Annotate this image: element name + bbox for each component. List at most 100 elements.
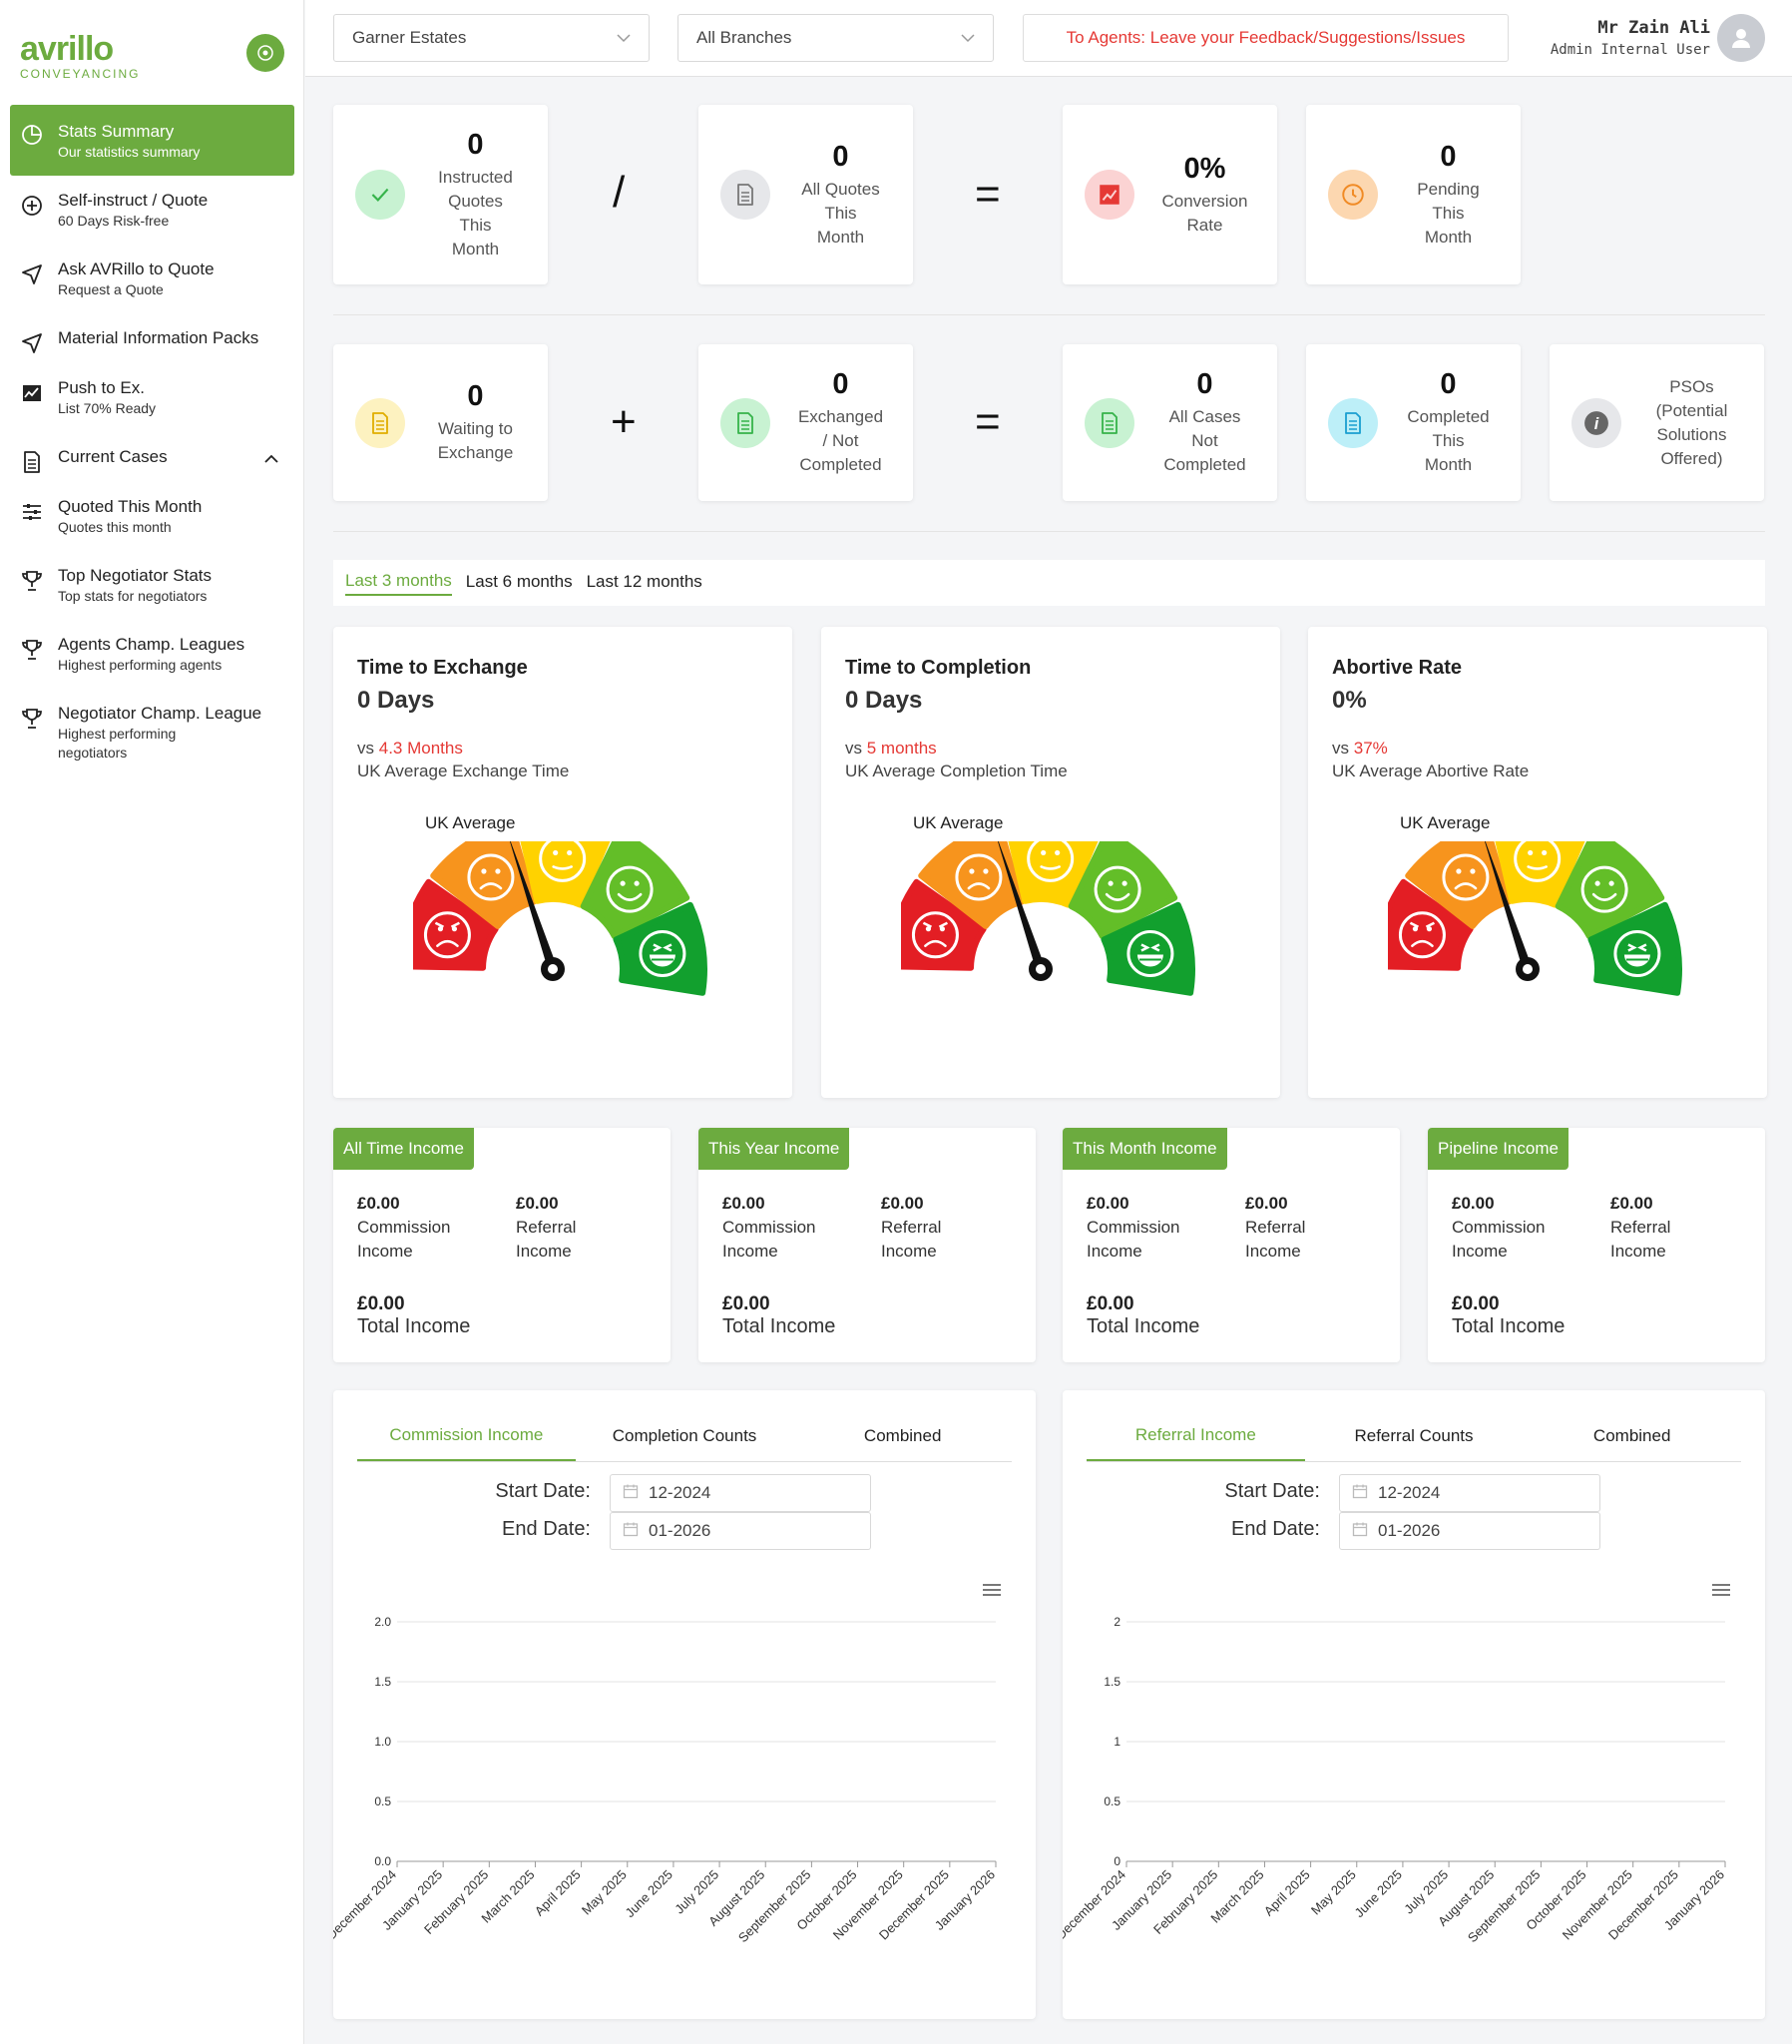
stat-card[interactable]: 0 All Quotes This Month <box>698 105 913 284</box>
gauge-segment-shape <box>1495 841 1585 908</box>
y-tick-label: 1.5 <box>1104 1675 1120 1689</box>
face-eye <box>634 880 640 886</box>
brand-logo[interactable]: avrillo CONVEYANCING <box>20 30 140 81</box>
sidebar-item-stats-summary[interactable]: Stats Summary Our statistics summary <box>10 105 294 176</box>
referral-label: Referral Income <box>1245 1218 1306 1261</box>
x-tick-label: June 2025 <box>1351 1867 1405 1921</box>
sidebar-item-label: Push to Ex. <box>58 378 145 397</box>
chart-tab-combined[interactable]: Combined <box>863 1425 942 1445</box>
sidebar-item-top-negotiator-stats[interactable]: Top Negotiator Stats Top stats for negoti… <box>10 551 294 620</box>
total-income: £0.00 Total Income <box>1452 1293 1565 1338</box>
end-date-input[interactable]: 01-2026 <box>1339 1512 1600 1550</box>
sidebar-item-quoted-this-month[interactable]: Quoted This Month Quotes this month <box>10 482 294 551</box>
range-tab-last-6-months[interactable]: Last 6 months <box>465 571 573 591</box>
avatar[interactable] <box>1717 14 1765 62</box>
face-outline <box>1398 911 1446 959</box>
chart-tab-commission-income[interactable]: Commission Income <box>357 1410 576 1461</box>
user-role: Admin Internal User <box>1550 42 1710 58</box>
gauge-chart <box>413 841 707 996</box>
gauge-segment-shape <box>1008 841 1099 908</box>
face-outline <box>911 911 959 959</box>
send-icon <box>20 262 44 286</box>
stat-card[interactable]: 0 Exchanged / Not Completed <box>698 344 913 501</box>
face-mouth <box>552 865 573 870</box>
face-mouth <box>924 939 947 947</box>
plus-operator: + <box>611 397 637 446</box>
sidebar-item-label: Agents Champ. Leagues <box>58 635 245 654</box>
gauge-segment-shape <box>613 901 707 996</box>
sidebar-item-agents-champ-leagues[interactable]: Agents Champ. Leagues Highest performing … <box>10 620 294 689</box>
gauge-segment-happy <box>1068 841 1178 940</box>
stat-value: 0 <box>467 128 484 161</box>
stat-label: All Cases Not Completed <box>1163 407 1246 474</box>
range-tab-last-12-months[interactable]: Last 12 months <box>586 571 702 591</box>
agency-select[interactable]: Garner Estates <box>333 14 650 62</box>
range-tab-last-3-months[interactable]: Last 3 months <box>345 571 452 596</box>
sidebar-item-ask-avrillo-to-quote[interactable]: Ask AVRillo to Quote Request a Quote <box>10 245 294 313</box>
gauge-chart <box>901 841 1195 996</box>
user-name: Mr Zain Ali <box>1597 18 1710 38</box>
top-header: Garner Estates All Branches To Agents: L… <box>305 0 1792 77</box>
end-date-label: End Date: <box>1231 1518 1320 1540</box>
referral-value: £0.00 <box>516 1194 559 1213</box>
face-eye <box>1608 880 1614 886</box>
commission-income: £0.00 Commission Income <box>1452 1192 1546 1264</box>
sidebar-item-label: Material Information Packs <box>58 328 259 347</box>
stat-card[interactable]: 0 Instructed Quotes This Month <box>333 105 548 284</box>
sidebar-item-label: Self-instruct / Quote <box>58 191 209 210</box>
gauge-needle <box>509 841 565 981</box>
gauge-segment-shape <box>1101 901 1195 996</box>
y-tick-label: 1.5 <box>374 1675 391 1689</box>
stat-body: 0 All Cases Not Completed <box>1142 344 1267 501</box>
sidebar-collapse-button[interactable] <box>246 34 284 72</box>
stat-card[interactable]: 0 All Cases Not Completed <box>1063 344 1277 501</box>
stat-card[interactable]: 0 Completed This Month <box>1306 344 1521 501</box>
brand-sub: CONVEYANCING <box>20 67 141 81</box>
y-tick-label: 2.0 <box>374 1615 391 1629</box>
chart-tab-combined[interactable]: Combined <box>1592 1425 1671 1445</box>
sidebar-item-material-information-packs[interactable]: Material Information Packs <box>10 313 294 363</box>
total-value: £0.00 <box>1452 1293 1500 1314</box>
face-eye <box>451 926 458 932</box>
branch-select[interactable]: All Branches <box>677 14 994 62</box>
chart-menu-icon[interactable] <box>1711 1582 1731 1603</box>
check-icon <box>355 170 405 220</box>
chart-tab-referral-counts[interactable]: Referral Counts <box>1354 1425 1474 1445</box>
sidebar-item-text: Agents Champ. Leagues Highest performing … <box>58 634 244 675</box>
gauge-segment-neutral <box>520 841 611 908</box>
stat-card[interactable]: 0 Waiting to Exchange <box>333 344 548 501</box>
face-eye <box>437 926 444 932</box>
needle-pointer <box>509 841 558 969</box>
chart-tab-completion-counts[interactable]: Completion Counts <box>612 1425 757 1445</box>
line-chart-icon <box>20 381 44 405</box>
gauge-segment-angry <box>1388 878 1474 971</box>
income-card: This Month Income £0.00 Commission Income £… <box>1063 1128 1400 1362</box>
feedback-button[interactable]: To Agents: Leave your Feedback/Suggestio… <box>1023 14 1509 62</box>
plus-circle-icon <box>20 194 44 218</box>
start-date-input[interactable]: 12-2024 <box>610 1474 871 1512</box>
end-date-input[interactable]: 01-2026 <box>610 1512 871 1550</box>
sidebar-item-label: Current Cases <box>58 447 168 466</box>
face-outline <box>467 853 515 901</box>
gauge-segment-sad <box>918 841 1025 929</box>
user-info[interactable]: Mr Zain Ali Admin Internal User <box>1551 18 1710 58</box>
sidebar-item-negotiator-champ-league[interactable]: Negotiator Champ. League Highest performi… <box>10 689 294 776</box>
chart-card: Referral Income Referral Counts Combined St… <box>1063 1390 1765 2019</box>
chart-tab-referral-income[interactable]: Referral Income <box>1087 1410 1305 1461</box>
sidebar-item-current-cases[interactable]: Current Cases <box>10 432 294 482</box>
stat-card[interactable]: i PSOs (Potential Solutions Offered) <box>1550 344 1764 501</box>
y-tick-label: 0 <box>1114 1854 1120 1868</box>
face-eye <box>925 926 932 932</box>
face-eye <box>1055 849 1061 856</box>
sidebar-item-push-to-ex[interactable]: Push to Ex. List 70% Ready <box>10 363 294 432</box>
stat-value: 0 <box>832 140 849 173</box>
info-icon: i <box>1571 397 1621 448</box>
chart-menu-icon[interactable] <box>982 1582 1002 1603</box>
chevron-up-icon[interactable] <box>264 450 278 468</box>
stat-card[interactable]: 0% Conversion Rate <box>1063 105 1277 284</box>
face-mouth <box>1040 865 1061 870</box>
start-date-input[interactable]: 12-2024 <box>1339 1474 1600 1512</box>
sidebar-item-sublabel: List 70% Ready <box>58 400 157 416</box>
sidebar-item-self-instruct-quote[interactable]: Self-instruct / Quote 60 Days Risk-free <box>10 176 294 245</box>
stat-card[interactable]: 0 Pending This Month <box>1306 105 1521 284</box>
